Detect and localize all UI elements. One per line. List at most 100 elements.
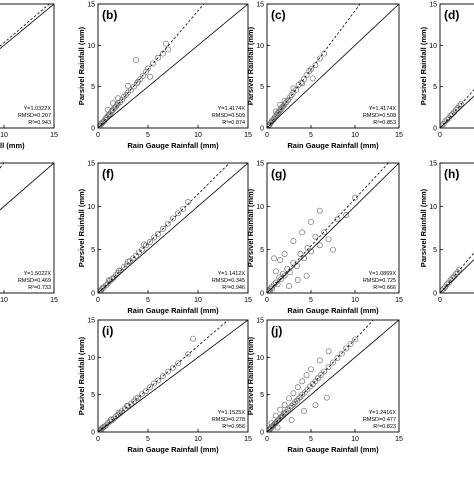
data-point [160,373,166,379]
x-tick-label: 0 [265,297,269,304]
one-to-one-line [440,95,474,128]
data-point [180,205,186,212]
data-point [175,210,181,217]
fit-stat: Y=1.0322X [24,106,52,112]
fit-stat: RMSD=0.345 [212,278,245,284]
data-point [276,274,283,281]
data-point [131,83,137,90]
data-point [110,100,116,107]
data-point [272,268,279,275]
x-tick-label: 10 [194,297,202,304]
data-point [456,102,463,109]
data-point [309,75,316,82]
y-axis-label: Parsivel Rainfall (mm) [246,26,255,105]
panel-c: 0 5 10 15 0 5 10 15 Rain Gauge Rainfall (mm) Pars… [246,2,403,151]
data-point [442,118,449,125]
data-point [277,101,284,108]
fit-stat: R²=0.733 [28,285,51,291]
data-point [277,257,284,264]
data-point [284,265,291,272]
fit-stat: RMSD=0.477 [363,417,396,423]
data-point [285,406,292,413]
data-point [133,57,139,64]
data-point [147,73,153,80]
fit-line [98,4,205,128]
y-tick-label: 0 [91,291,95,298]
data-point [306,68,313,74]
y-tick-label: 0 [433,126,437,133]
fit-stat: Y=1.4174X [218,106,246,112]
data-point [303,272,310,279]
data-point [116,267,122,274]
data-point [334,216,341,223]
plot-frame [97,162,249,294]
fit-stat: RMSD=0.207 [18,113,51,119]
fit-stat: Y=1.1525X [218,410,246,416]
data-point [165,368,171,375]
panel-g: 0 5 10 15 0 5 10 15 Rain Gauge Rainfall (mm) Pars… [246,161,403,316]
x-tick-label: 5 [146,436,150,443]
panel-label: (g) [271,167,286,181]
data-point [155,54,161,61]
data-point [297,251,304,257]
panel-f: 0 5 10 15 0 5 10 15 Rain Gauge Rainfall (mm) Pars… [77,161,252,316]
data-point [185,199,191,205]
data-point [165,46,171,53]
data-point [147,384,153,391]
fit-stat: R²=0.853 [373,120,396,126]
data-point [143,387,149,394]
data-point [141,241,147,248]
x-axis-label: Rain Gauge Rainfall (mm) [287,141,379,150]
data-point [452,270,459,277]
x-tick-label: 10 [0,132,8,139]
data-point [115,95,121,102]
data-point [281,402,288,409]
data-point [190,335,196,342]
x-axis-label: Rain Gauge Rainfall (mm) [127,445,219,454]
data-point [272,412,279,419]
points-d [440,101,465,128]
y-tick-label: 0 [260,126,264,133]
data-point [304,244,311,251]
data-point [103,282,109,289]
fit-line [440,89,474,128]
y-tick-label: 10 [87,204,95,211]
fit-stat: R²=0.823 [373,424,396,430]
y-tick-label: 15 [429,2,437,9]
data-point [121,93,127,100]
points-f [98,199,191,293]
one-to-one-line [267,4,399,128]
data-point [278,276,285,283]
data-point [125,82,131,89]
data-point [145,65,151,72]
points-b [98,40,171,128]
plot-frame [266,3,400,129]
y-tick-label: 10 [87,43,95,50]
data-point [316,357,323,364]
data-point [293,263,300,270]
one-to-one-line [98,4,248,128]
x-tick-label: 5 [309,436,313,443]
x-tick-label: 5 [309,297,313,304]
y-axis-label: Parsivel Rainfall (mm) [77,336,86,415]
data-point [268,420,275,426]
one-to-one-line [98,163,248,293]
y-tick-label: 5 [91,392,95,399]
data-point [316,207,323,214]
panel-h: 00 5 10 15 Parsivel Rainfall (mm) (h) [419,161,474,304]
data-point [343,212,350,218]
data-point [175,360,181,367]
panel-i: 0 5 10 15 0 5 10 15 Rain Gauge Rainfall (mm) Pars… [77,318,252,455]
plot-frame [97,3,249,129]
data-point [99,285,105,292]
data-point [170,215,176,222]
panel-label: (b) [102,8,117,22]
y-tick-label: 10 [87,355,95,362]
data-point [135,78,141,85]
data-point [271,281,277,288]
data-point [330,359,336,366]
data-point [105,112,111,119]
data-point [151,234,157,241]
data-point [102,423,108,429]
x-tick-label: 15 [395,132,403,139]
